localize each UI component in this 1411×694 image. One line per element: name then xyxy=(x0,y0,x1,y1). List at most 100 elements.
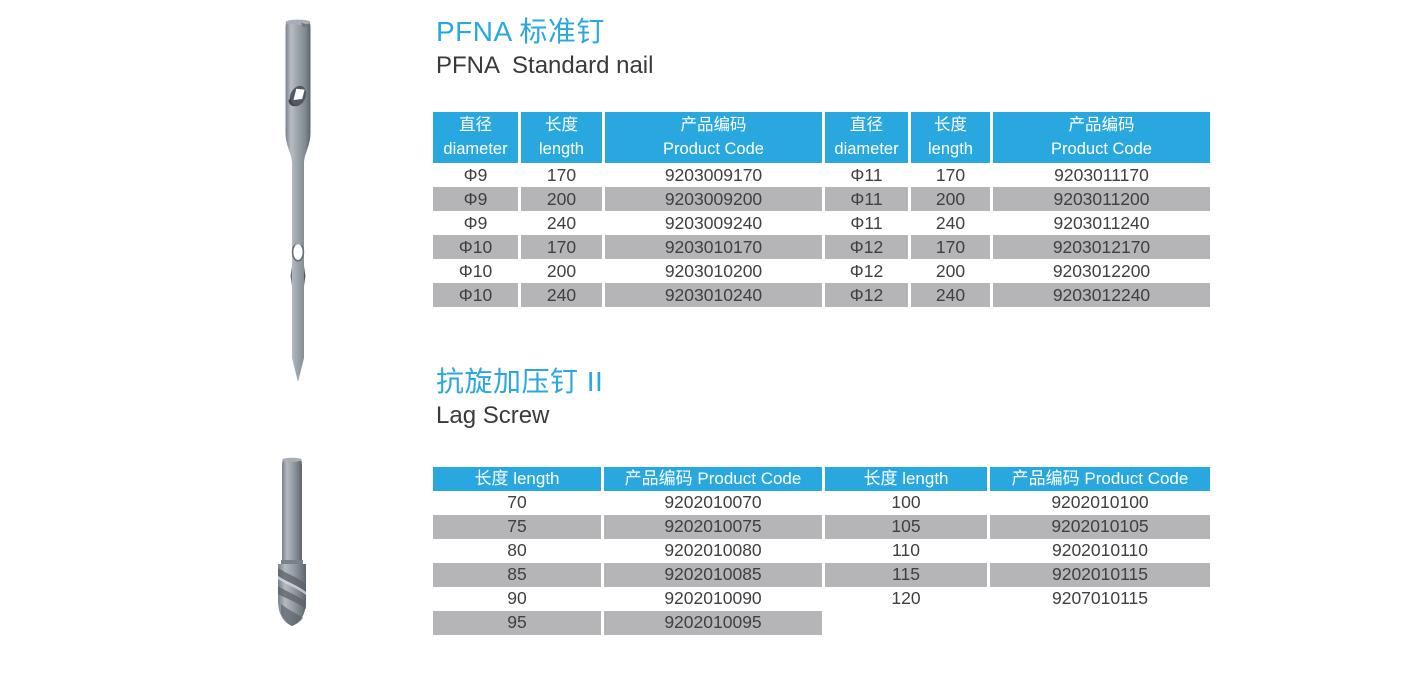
table-cell: Φ10 xyxy=(433,283,518,307)
table-cell: Φ12 xyxy=(822,283,908,307)
table-row: 85 9202010085 115 9202010115 xyxy=(433,562,1210,587)
lag-screw-table: 长度 length 产品编码 Product Code 长度 length 产品… xyxy=(433,467,1210,635)
table-cell: 9203011200 xyxy=(990,187,1210,211)
table-row: Φ10 170 9203010170 Φ12 170 9203012170 xyxy=(433,235,1210,259)
screw-shaft xyxy=(282,459,302,562)
section1-title-en: PFNA Standard nail xyxy=(436,52,654,80)
screw-top-face xyxy=(282,457,302,462)
col-header-product-code-1: 产品编码 Product Code xyxy=(601,467,822,491)
header-row: 直径 diameter 长度 length 产品编码 Product Code … xyxy=(433,112,1210,163)
col-header-diameter-2: 直径 diameter xyxy=(822,112,908,163)
table-cell: Φ11 xyxy=(822,211,908,235)
screw-collar xyxy=(281,560,303,564)
pfna-table-header: 直径 diameter 长度 length 产品编码 Product Code … xyxy=(433,112,1210,163)
screw-flute-groove-1 xyxy=(278,568,306,592)
screw-flute-highlight xyxy=(278,576,306,595)
table-cell: 9203011170 xyxy=(990,163,1210,187)
table-cell: Φ12 xyxy=(822,235,908,259)
table-cell: 240 xyxy=(908,211,990,235)
nail-top-slot xyxy=(301,22,308,28)
table-cell: 240 xyxy=(518,211,602,235)
table-row: Φ9 200 9203009200 Φ11 200 9203011200 xyxy=(433,187,1210,211)
table-cell: 9202010110 xyxy=(987,538,1210,563)
lag-screw-image xyxy=(278,457,306,626)
nail-top-face xyxy=(285,19,311,25)
table-cell: 110 xyxy=(822,538,987,563)
table-cell: 9202010095 xyxy=(601,610,822,635)
table-cell: Φ9 xyxy=(463,212,488,233)
section-pfna-standard-nail: PFNA 标准钉 PFNA Standard nail xyxy=(436,16,653,81)
table-cell: 9202010100 xyxy=(987,490,1210,515)
table-cell: 85 xyxy=(433,562,601,587)
table-cell: 75 xyxy=(433,514,601,539)
nail-chamfer-left xyxy=(290,266,292,286)
table-cell: Φ9 xyxy=(433,187,518,211)
table-cell: 9202010070 xyxy=(601,490,822,515)
screw-flute-groove-3 xyxy=(281,604,303,626)
table-cell: Φ10 xyxy=(458,260,493,281)
nail-distal-hole xyxy=(291,242,305,262)
section2-title-cn: 抗旋加压钉 II xyxy=(436,366,604,397)
table-cell: 200 xyxy=(518,187,602,211)
table-cell: 9202010080 xyxy=(601,538,822,563)
table-cell: 9202010115 xyxy=(987,562,1210,587)
col-header-diameter-1: 直径 diameter xyxy=(433,112,518,163)
col-header-length-2: 长度 length xyxy=(908,112,990,163)
table-cell: 70 xyxy=(507,492,527,513)
table-row: 70 9202010070 100 9202010100 xyxy=(433,490,1210,515)
table-row: 75 9202010075 105 9202010105 xyxy=(433,514,1210,539)
table-cell: 9202010105 xyxy=(987,514,1210,539)
table-cell: 200 xyxy=(908,259,990,283)
table-cell: Φ12 xyxy=(822,259,908,283)
table-cell: 170 xyxy=(908,163,990,187)
nail-body xyxy=(285,21,311,382)
table-row: Φ9 240 9203009240 Φ11 240 9203011240 xyxy=(433,211,1210,235)
pfna-standard-nail-table: 直径 diameter 长度 length 产品编码 Product Code … xyxy=(433,112,1210,307)
table-row: Φ10 200 9203010200 Φ12 200 9203012200 xyxy=(433,259,1210,283)
col-header-length-1: 长度 length xyxy=(433,467,601,491)
table-cell: 105 xyxy=(822,514,987,539)
table-cell: 170 xyxy=(908,235,990,259)
table-cell: 200 xyxy=(908,187,990,211)
col-header-length-2: 长度 length xyxy=(822,467,987,491)
table-cell: 9202010085 xyxy=(601,562,822,587)
table-cell: Φ9 xyxy=(463,164,488,185)
table-cell: 90 xyxy=(507,588,527,609)
table-cell: 240 xyxy=(518,283,602,307)
screw-flute-groove-2 xyxy=(278,586,306,609)
table-cell: 115 xyxy=(822,562,987,587)
table-cell: Φ10 xyxy=(433,235,518,259)
table-row: 95 9202010095 xyxy=(433,610,1210,635)
col-header-product-code-2: 产品编码 Product Code xyxy=(990,112,1210,163)
table-cell: 9202010075 xyxy=(601,514,822,539)
table-cell: 9203010170 xyxy=(602,235,822,259)
table-cell: 9203012200 xyxy=(990,259,1210,283)
table-cell: Φ11 xyxy=(822,187,908,211)
table-cell: 9203012170 xyxy=(990,235,1210,259)
nail-distal-hole-shadow xyxy=(293,242,303,246)
table-cell: 100 xyxy=(822,490,987,515)
table-cell: 9203010240 xyxy=(602,283,822,307)
table-cell: 80 xyxy=(507,540,527,561)
table-cell: 9202010090 xyxy=(601,586,822,611)
pfna-standard-nail-image xyxy=(285,19,311,382)
table-row: 80 9202010080 110 9202010110 xyxy=(433,538,1210,563)
table-cell: 9203009170 xyxy=(602,163,822,187)
table-cell xyxy=(987,610,1210,635)
section2-title-en: Lag Screw xyxy=(436,402,550,430)
table-cell: 120 xyxy=(822,586,987,611)
nail-oblique-hole xyxy=(288,85,307,107)
table-cell: 9203009240 xyxy=(602,211,822,235)
table-cell: 240 xyxy=(908,283,990,307)
lag-screw-table-header: 长度 length 产品编码 Product Code 长度 length 产品… xyxy=(433,467,1210,491)
nail-chamfer-right xyxy=(304,266,306,286)
section1-title-cn: PFNA 标准钉 xyxy=(436,16,605,47)
table-cell: 95 xyxy=(433,610,601,635)
section-lag-screw: 抗旋加压钉 II Lag Screw xyxy=(436,366,603,431)
table-row: Φ10 240 9203010240 Φ12 240 9203012240 xyxy=(433,283,1210,307)
table-cell: Φ11 xyxy=(822,163,908,187)
table-cell: 9203010200 xyxy=(602,259,822,283)
header-row: 长度 length 产品编码 Product Code 长度 length 产品… xyxy=(433,467,1210,491)
table-cell: 170 xyxy=(518,235,602,259)
